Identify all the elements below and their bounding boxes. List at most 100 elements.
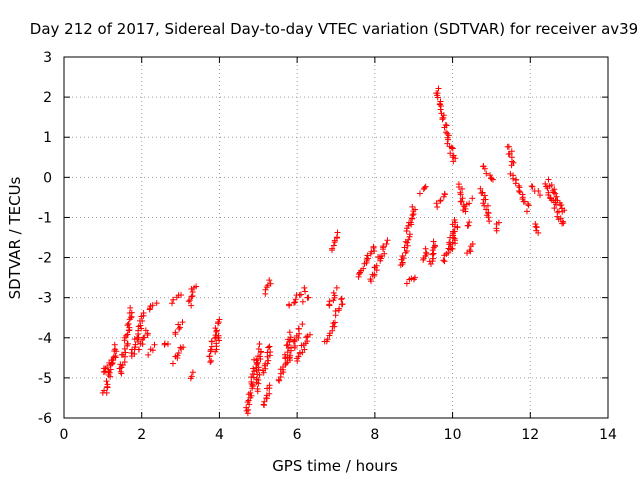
- data-point: [450, 158, 457, 165]
- data-point: [483, 206, 490, 213]
- data-point: [254, 360, 261, 367]
- data-point: [485, 214, 492, 221]
- data-point: [122, 349, 129, 356]
- data-point: [406, 231, 413, 238]
- data-point: [260, 401, 267, 408]
- data-point: [253, 376, 260, 383]
- x-tick-label: 14: [599, 427, 617, 443]
- data-point: [454, 224, 461, 231]
- data-point: [331, 292, 338, 299]
- data-point: [441, 190, 448, 197]
- data-point: [465, 222, 472, 229]
- data-point: [255, 364, 262, 371]
- data-point: [437, 106, 444, 113]
- data-point: [440, 114, 447, 121]
- data-point: [286, 302, 293, 309]
- data-point: [524, 200, 531, 207]
- data-point: [121, 359, 128, 366]
- data-point: [139, 317, 146, 324]
- data-point: [449, 245, 456, 252]
- data-point: [410, 276, 417, 283]
- data-point: [266, 382, 273, 389]
- data-point: [364, 255, 371, 262]
- data-point: [406, 219, 413, 226]
- data-point: [412, 206, 419, 213]
- data-point: [437, 198, 444, 205]
- data-point: [139, 341, 146, 348]
- data-point: [127, 314, 134, 321]
- data-point: [112, 354, 119, 361]
- data-point: [306, 331, 313, 338]
- data-point: [404, 239, 411, 246]
- data-point: [442, 121, 449, 128]
- data-point: [380, 244, 387, 251]
- data-point: [447, 150, 454, 157]
- data-point: [484, 202, 491, 209]
- data-point: [401, 244, 408, 251]
- x-tick-label: 12: [521, 427, 539, 443]
- data-point: [332, 307, 339, 314]
- data-point: [480, 163, 487, 170]
- x-tick-label: 6: [293, 427, 302, 443]
- data-point: [553, 193, 560, 200]
- data-point: [329, 245, 336, 252]
- data-point: [408, 275, 415, 282]
- data-point: [185, 298, 192, 305]
- data-point: [101, 368, 108, 375]
- data-point: [537, 192, 544, 199]
- data-point: [383, 241, 390, 248]
- data-point: [416, 190, 423, 197]
- data-point: [104, 381, 111, 388]
- data-point: [212, 332, 219, 339]
- data-point: [292, 343, 299, 350]
- data-point: [255, 353, 262, 360]
- data-point: [188, 293, 195, 300]
- data-point: [127, 304, 134, 311]
- data-point: [479, 189, 486, 196]
- data-point: [430, 250, 437, 257]
- data-point: [186, 297, 193, 304]
- x-tick-label: 0: [60, 427, 69, 443]
- chart-title: Day 212 of 2017, Sidereal Day-to-day VTE…: [30, 20, 638, 38]
- data-point: [180, 344, 187, 351]
- data-point: [265, 357, 272, 364]
- data-point: [170, 296, 177, 303]
- data-point: [334, 229, 341, 236]
- data-point: [333, 234, 340, 241]
- data-point: [121, 345, 128, 352]
- data-point: [466, 247, 473, 254]
- data-point: [440, 112, 447, 119]
- data-point: [422, 183, 429, 190]
- data-point: [326, 298, 333, 305]
- data-point: [440, 257, 447, 264]
- data-point: [175, 321, 182, 328]
- data-point: [291, 336, 298, 343]
- data-point: [149, 347, 156, 354]
- data-point: [477, 185, 484, 192]
- data-point: [290, 299, 297, 306]
- data-point: [434, 94, 441, 101]
- data-point: [215, 319, 222, 326]
- data-point: [169, 360, 176, 367]
- data-point: [151, 341, 158, 348]
- data-point: [292, 296, 299, 303]
- data-point: [330, 320, 337, 327]
- data-point: [338, 296, 345, 303]
- data-point: [257, 349, 264, 356]
- data-point: [504, 143, 511, 150]
- data-point: [283, 360, 290, 367]
- data-point: [333, 284, 340, 291]
- data-point: [464, 250, 471, 257]
- data-point: [403, 280, 410, 287]
- data-point: [542, 180, 549, 187]
- data-point: [188, 285, 195, 292]
- data-point: [441, 124, 448, 131]
- data-point: [435, 85, 442, 92]
- data-point: [535, 187, 542, 194]
- data-point: [132, 341, 139, 348]
- data-point: [508, 162, 515, 169]
- data-point: [405, 236, 412, 243]
- y-tick-label: -4: [38, 331, 52, 347]
- data-point: [535, 229, 542, 236]
